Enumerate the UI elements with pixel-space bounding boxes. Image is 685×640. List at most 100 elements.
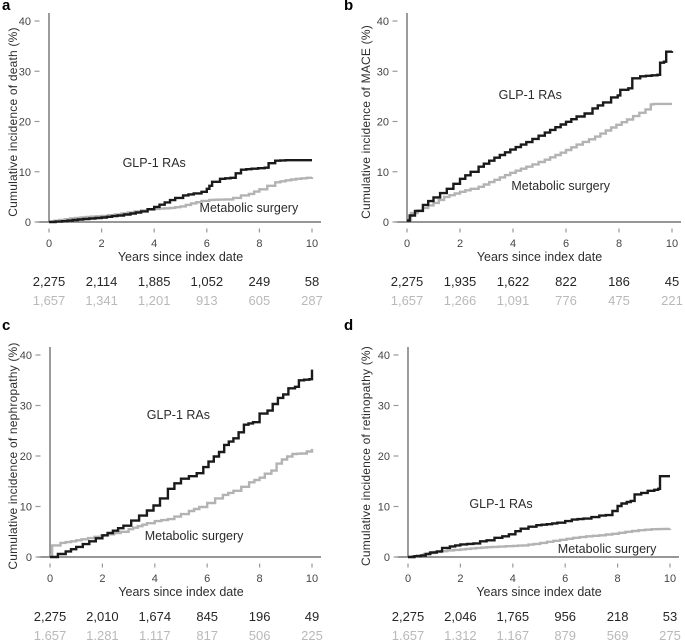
x-tick-label: 8 xyxy=(256,238,262,250)
series-label-metabolic-surgery: Metabolic surgery xyxy=(199,200,299,215)
risk-count: 1,657 xyxy=(33,628,67,640)
panel-d: d Cumulative incidence of retinopathy (%… xyxy=(342,317,685,640)
metabolic-surgery-curve xyxy=(50,448,314,557)
risk-count: 2,010 xyxy=(86,609,119,624)
glp1-ras-curve xyxy=(50,369,314,559)
risk-count: 475 xyxy=(608,293,630,308)
risk-count: 776 xyxy=(555,293,577,308)
risk-count: 218 xyxy=(606,609,629,624)
y-tick-label: 30 xyxy=(378,401,390,413)
x-tick-label: 8 xyxy=(257,573,263,585)
risk-count: 1,657 xyxy=(32,293,66,308)
risk-count: 1,091 xyxy=(496,293,530,308)
series-label-metabolic-surgery: Metabolic surgery xyxy=(144,528,244,543)
x-tick-label: 0 xyxy=(47,573,53,585)
x-tick-label: 6 xyxy=(562,573,568,585)
risk-row-metabolic-surgery: 1,657 1,312 1,167 879 569 275 xyxy=(342,628,685,640)
glp1-ras-curve xyxy=(49,159,312,224)
risk-count: 1,052 xyxy=(190,274,224,289)
series-label-glp1-ras: GLP-1 RAs xyxy=(469,496,533,511)
risk-count: 186 xyxy=(608,274,630,289)
risk-count: 287 xyxy=(301,293,323,308)
x-tick-label: 10 xyxy=(306,573,318,585)
risk-count: 506 xyxy=(248,628,271,640)
risk-row-glp1-ras: 2,275 2,010 1,674 845 196 49 xyxy=(0,609,343,625)
risk-count: 225 xyxy=(301,628,323,640)
risk-row-glp1-ras: 2,275 2,046 1,765 956 218 53 xyxy=(342,609,685,625)
x-tick-label: 4 xyxy=(152,573,158,585)
risk-row-glp1-ras: 2,275 1,935 1,622 822 186 45 xyxy=(342,274,685,290)
y-tick-label: 0 xyxy=(384,552,390,564)
risk-row-metabolic-surgery: 1,657 1,341 1,201 913 605 287 xyxy=(0,293,343,309)
risk-count: 196 xyxy=(248,609,271,624)
risk-count: 1,657 xyxy=(390,293,424,308)
glp1-ras-curve xyxy=(408,475,670,559)
risk-count: 2,114 xyxy=(85,274,118,289)
risk-row-metabolic-surgery: 1,657 1,266 1,091 776 475 221 xyxy=(342,293,685,309)
risk-count: 249 xyxy=(248,274,271,289)
risk-count: 1,341 xyxy=(85,293,118,308)
risk-count: 2,275 xyxy=(33,609,67,624)
risk-count: 1,885 xyxy=(137,274,171,289)
risk-count: 1,622 xyxy=(496,274,530,289)
x-tick-label: 2 xyxy=(99,238,105,250)
metabolic-surgery-curve xyxy=(407,102,672,222)
risk-count: 1,935 xyxy=(443,274,477,289)
x-axis-label: Years since index date xyxy=(476,250,603,264)
risk-count: 58 xyxy=(304,274,320,289)
risk-count: 1,266 xyxy=(443,293,477,308)
x-axis-label: Years since index date xyxy=(476,585,602,599)
panel-letter-a: a xyxy=(2,0,11,14)
risk-row-glp1-ras: 2,275 2,114 1,885 1,052 249 58 xyxy=(0,274,343,290)
y-tick-label: 10 xyxy=(19,167,31,179)
y-tick-label: 30 xyxy=(20,401,32,413)
x-tick-label: 2 xyxy=(457,238,463,250)
x-tick-label: 6 xyxy=(204,573,210,585)
plot-area-retinopathy: 0 2 4 6 8 10 0 10 20 30 40 xyxy=(378,347,679,585)
plot-area-death: 0 2 4 6 8 10 0 10 20 30 40 xyxy=(19,13,321,250)
risk-count: 1,201 xyxy=(137,293,171,308)
risk-count: 1,117 xyxy=(139,628,171,640)
x-tick-label: 2 xyxy=(99,573,105,585)
plot-area-mace: 0 2 4 6 8 10 0 10 20 30 40 xyxy=(377,13,681,250)
x-tick-label: 0 xyxy=(405,573,411,585)
risk-count: 956 xyxy=(554,609,577,624)
y-tick-label: 0 xyxy=(25,217,31,229)
risk-count: 49 xyxy=(304,609,320,624)
y-tick-label: 30 xyxy=(19,66,31,78)
risk-count: 822 xyxy=(555,274,577,289)
risk-count: 2,275 xyxy=(391,609,425,624)
risk-count: 275 xyxy=(659,628,681,640)
y-tick-label: 20 xyxy=(20,451,32,463)
x-tick-label: 10 xyxy=(666,238,678,250)
x-tick-label: 10 xyxy=(664,573,676,585)
risk-count: 221 xyxy=(661,293,683,308)
y-tick-label: 10 xyxy=(20,502,32,514)
panel-letter-c: c xyxy=(2,317,11,334)
metabolic-surgery-curve xyxy=(408,527,672,559)
risk-count: 2,046 xyxy=(444,609,477,624)
y-tick-label: 10 xyxy=(377,167,389,179)
y-tick-label: 20 xyxy=(377,117,389,129)
x-tick-label: 4 xyxy=(151,238,157,250)
risk-count: 2,275 xyxy=(390,274,424,289)
risk-count: 1,312 xyxy=(444,628,477,640)
panel-letter-b: b xyxy=(344,0,354,14)
y-tick-label: 0 xyxy=(383,217,389,229)
risk-count: 845 xyxy=(196,609,219,624)
x-tick-label: 0 xyxy=(46,238,52,250)
plot-area-nephropathy: 0 2 4 6 8 10 0 10 20 30 40 xyxy=(20,347,321,585)
risk-count: 569 xyxy=(606,628,629,640)
risk-count: 1,765 xyxy=(496,609,530,624)
risk-count: 879 xyxy=(554,628,577,640)
y-tick-label: 40 xyxy=(377,16,389,28)
panel-letter-d: d xyxy=(344,317,354,334)
y-tick-label: 0 xyxy=(26,552,32,564)
series-label-metabolic-surgery: Metabolic surgery xyxy=(511,178,611,193)
x-axis-label: Years since index date xyxy=(118,585,244,599)
risk-count: 1,674 xyxy=(138,609,172,624)
risk-count: 1,281 xyxy=(86,628,119,640)
